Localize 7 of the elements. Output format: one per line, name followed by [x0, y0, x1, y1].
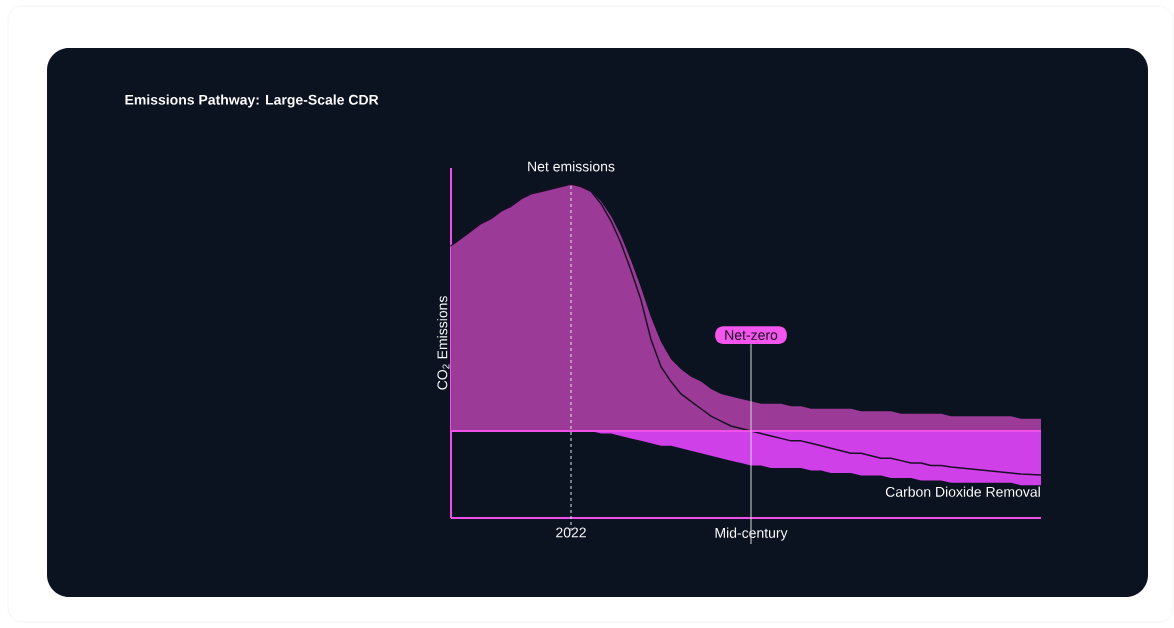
series-label: Net emissions	[528, 161, 615, 172]
text: Emissions Pathway: Large-Scale CDR	[125, 94, 379, 108]
ref-line-label: Net-zero	[725, 330, 778, 340]
y-axis-title: CO$_{2}$ Emissions	[437, 296, 450, 390]
x-tick-label: 2022	[556, 527, 586, 538]
x-tick-label: Mid-century	[715, 527, 788, 541]
series-label: Carbon Dioxide Removal	[885, 486, 1040, 497]
